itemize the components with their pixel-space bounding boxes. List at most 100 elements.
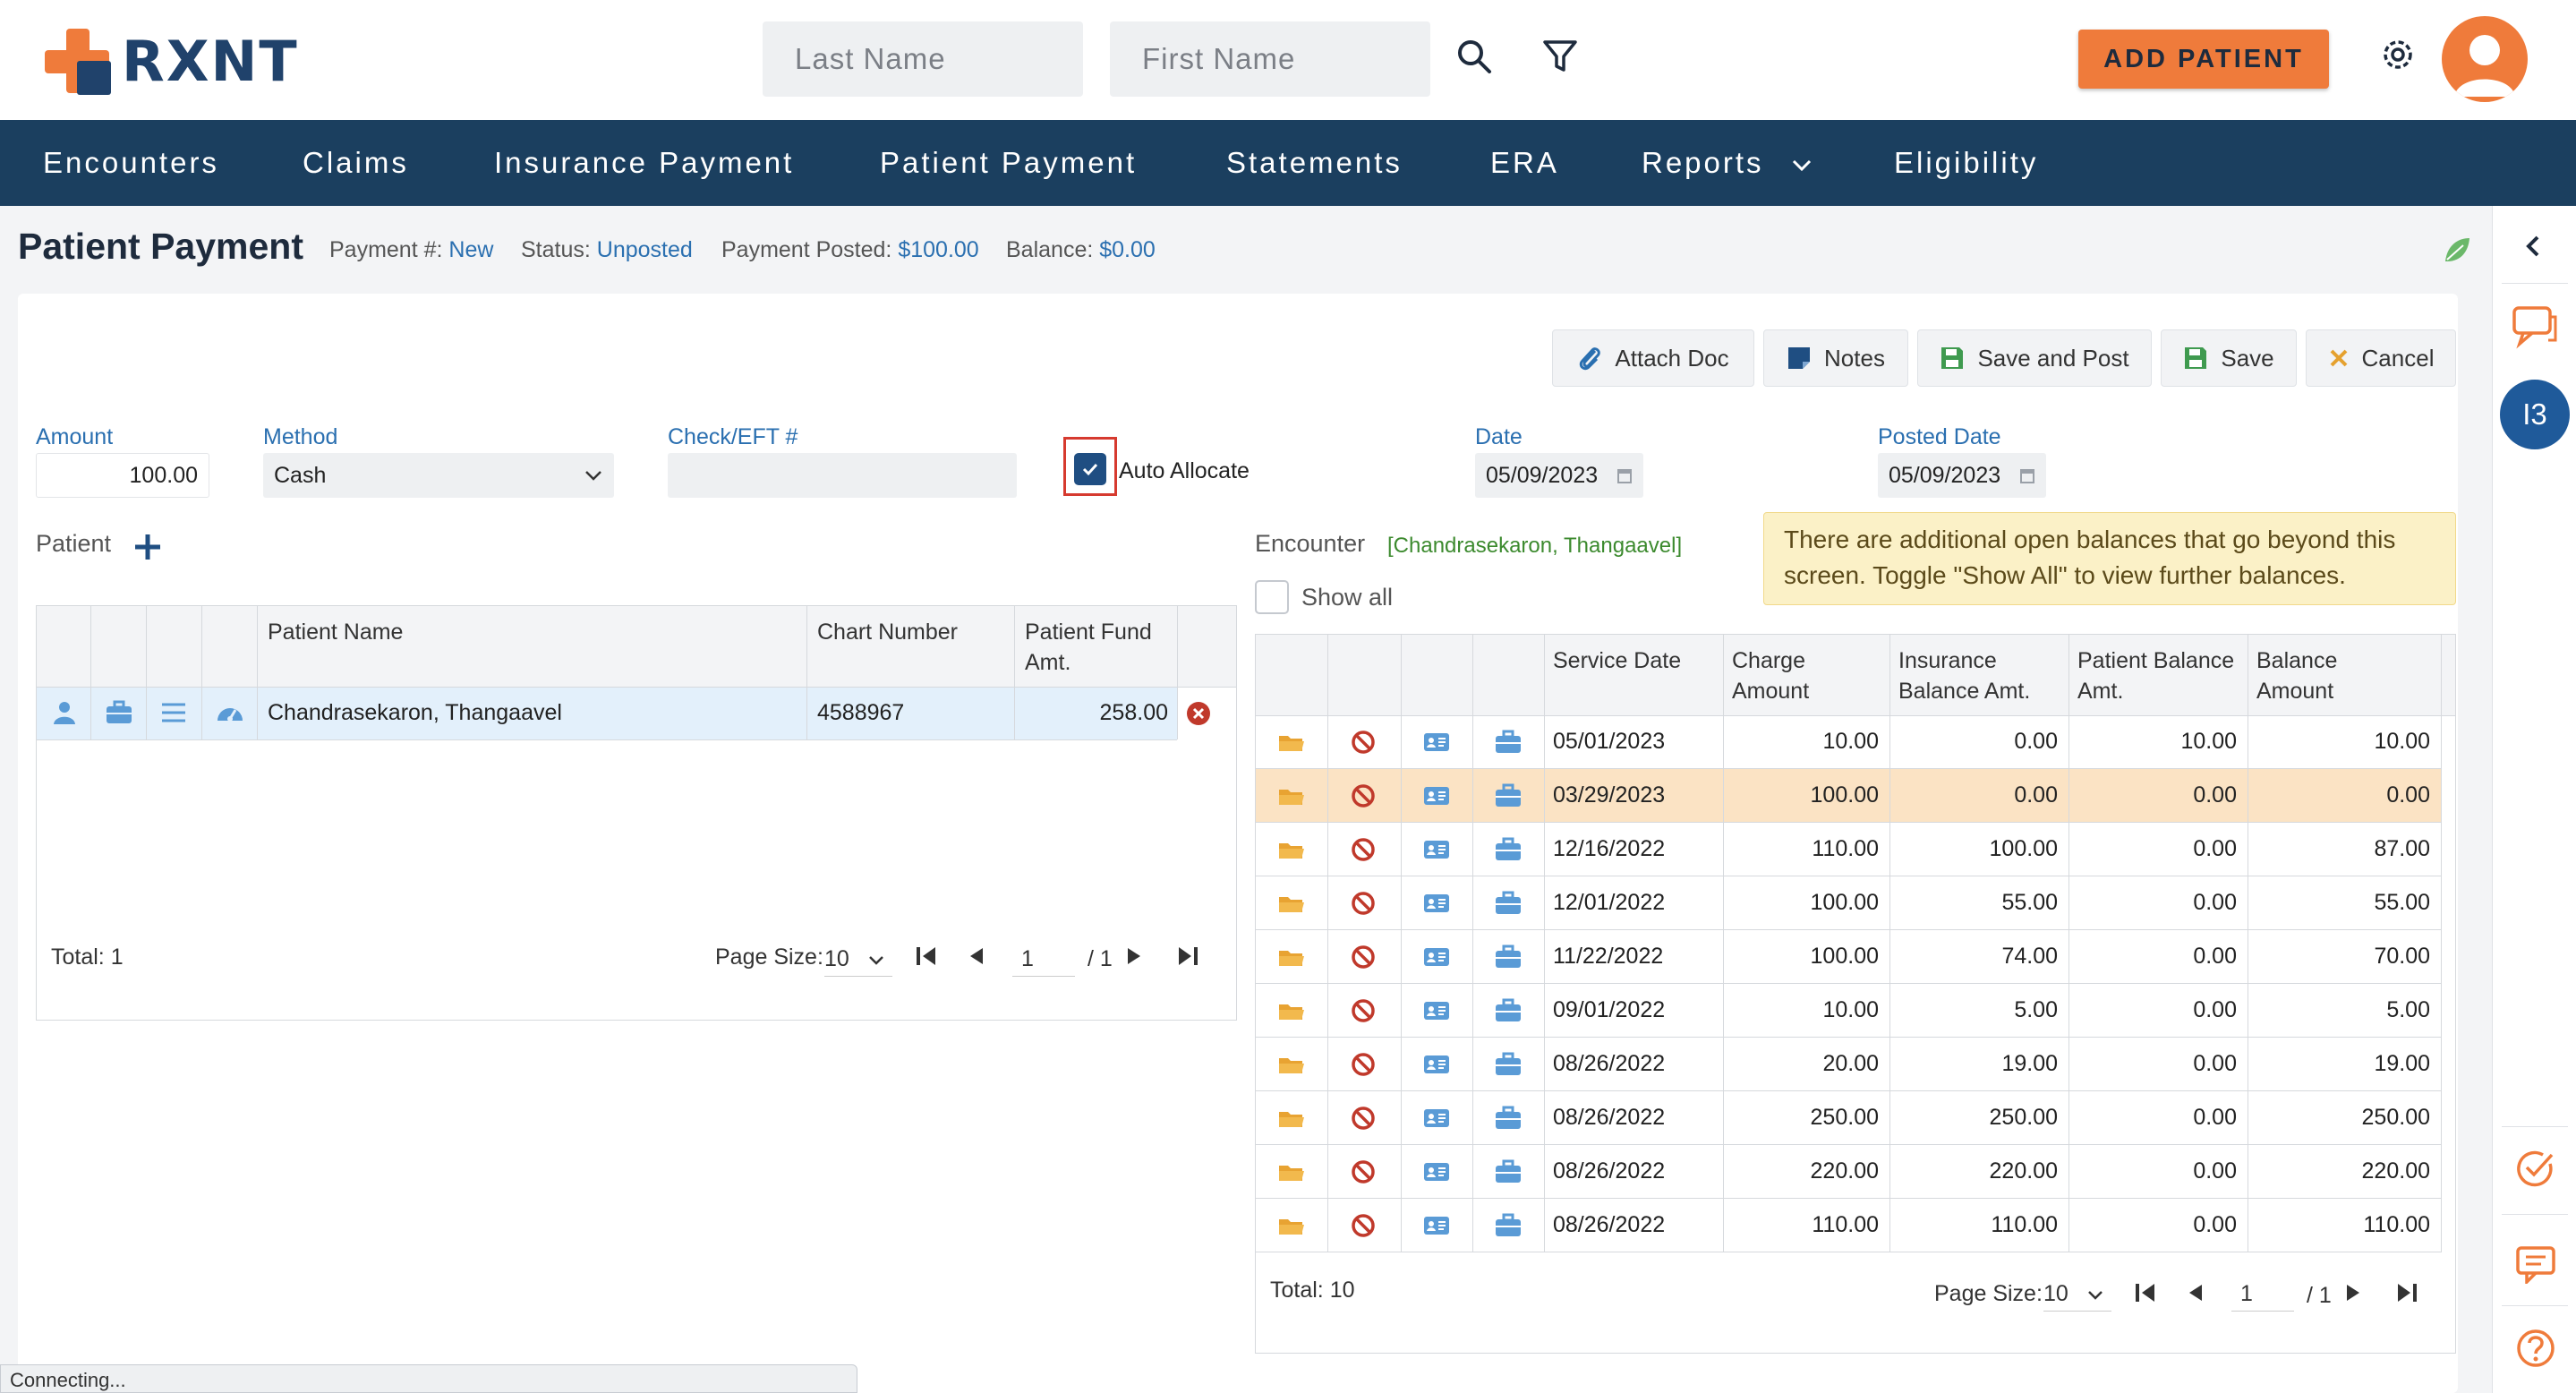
add-patient-plus-icon[interactable] (132, 532, 163, 562)
notes-button[interactable]: Notes (1763, 329, 1908, 387)
id-card-icon[interactable] (1422, 1212, 1451, 1239)
open-folder-icon[interactable] (1277, 890, 1306, 917)
encounter-row[interactable]: 03/29/2023 100.00 0.00 0.00 0.00 (1256, 769, 2441, 823)
briefcase-icon[interactable] (1494, 836, 1523, 863)
nav-claims[interactable]: Claims (303, 146, 409, 179)
encounter-row[interactable]: 12/01/2022 100.00 55.00 0.00 55.00 (1256, 876, 2441, 930)
next-page-icon[interactable] (1125, 946, 1143, 966)
void-ban-icon[interactable] (1350, 944, 1378, 970)
briefcase-icon[interactable] (1494, 782, 1523, 809)
open-folder-icon[interactable] (1277, 836, 1306, 863)
user-avatar[interactable] (2442, 16, 2528, 102)
open-folder-icon[interactable] (1277, 1212, 1306, 1239)
col-balance-amount[interactable]: Balance Amount (2256, 648, 2338, 704)
void-ban-icon[interactable] (1350, 890, 1378, 917)
patient-page-input[interactable]: 1 (1012, 939, 1075, 977)
col-chart-number[interactable]: Chart Number (817, 620, 958, 645)
help-icon[interactable] (2514, 1327, 2557, 1370)
col-service-date[interactable]: Service Date (1553, 648, 1682, 673)
nav-encounters[interactable]: Encounters (43, 146, 219, 179)
id-card-icon[interactable] (1422, 1105, 1451, 1132)
col-patient-fund-amt[interactable]: Patient Fund Amt. (1025, 620, 1152, 675)
id-card-icon[interactable] (1422, 782, 1451, 809)
col-patient-balance[interactable]: Patient Balance Amt. (2077, 648, 2235, 704)
date-input[interactable]: 05/09/2023 (1475, 453, 1643, 498)
open-folder-icon[interactable] (1277, 1105, 1306, 1132)
patient-name-cell[interactable]: Chandrasekaron, Thangaavel (268, 700, 562, 725)
void-ban-icon[interactable] (1350, 782, 1378, 809)
attach-doc-button[interactable]: Attach Doc (1552, 329, 1754, 387)
encounter-row[interactable]: 12/16/2022 110.00 100.00 0.00 87.00 (1256, 823, 2441, 876)
show-all-checkbox[interactable] (1255, 580, 1289, 614)
id-card-icon[interactable] (1422, 944, 1451, 970)
open-folder-icon[interactable] (1277, 997, 1306, 1024)
save-button[interactable]: Save (2161, 329, 2297, 387)
briefcase-icon[interactable] (1494, 1105, 1523, 1132)
col-patient-name[interactable]: Patient Name (268, 620, 404, 645)
nav-patient-payment[interactable]: Patient Payment (880, 146, 1138, 179)
amount-input[interactable]: 100.00 (36, 453, 209, 498)
check-eft-input[interactable] (668, 453, 1017, 498)
nav-insurance-payment[interactable]: Insurance Payment (494, 146, 795, 179)
last-page-icon[interactable] (1175, 944, 1200, 968)
briefcase-icon[interactable] (1494, 729, 1523, 756)
save-and-post-button[interactable]: Save and Post (1917, 329, 2152, 387)
last-page-icon[interactable] (2394, 1281, 2419, 1304)
briefcase-icon[interactable] (1494, 1158, 1523, 1185)
open-folder-icon[interactable] (1277, 1158, 1306, 1185)
chat-bubbles-icon[interactable] (2511, 304, 2559, 349)
remove-circle-icon[interactable] (1186, 701, 1211, 726)
open-folder-icon[interactable] (1277, 782, 1306, 809)
void-ban-icon[interactable] (1350, 729, 1378, 756)
briefcase-icon[interactable] (1494, 997, 1523, 1024)
search-icon[interactable] (1454, 36, 1495, 77)
open-folder-icon[interactable] (1277, 1051, 1306, 1078)
first-page-icon[interactable] (2133, 1281, 2158, 1304)
void-ban-icon[interactable] (1350, 836, 1378, 863)
filter-icon[interactable] (1540, 36, 1581, 77)
collapse-chevron-left-icon[interactable] (2521, 233, 2545, 260)
last-name-input[interactable] (763, 21, 1083, 97)
encounter-row[interactable]: 11/22/2022 100.00 74.00 0.00 70.00 (1256, 930, 2441, 984)
encounter-row[interactable]: 08/26/2022 110.00 110.00 0.00 110.00 (1256, 1199, 2441, 1252)
encounter-row[interactable]: 05/01/2023 10.00 0.00 10.00 10.00 (1256, 715, 2441, 769)
id-card-icon[interactable] (1422, 836, 1451, 863)
first-name-input[interactable] (1110, 21, 1430, 97)
settings-gear-icon[interactable] (2377, 34, 2418, 75)
id-card-icon[interactable] (1422, 997, 1451, 1024)
next-page-icon[interactable] (2344, 1283, 2362, 1303)
encounter-row[interactable]: 08/26/2022 20.00 19.00 0.00 19.00 (1256, 1038, 2441, 1091)
open-folder-icon[interactable] (1277, 729, 1306, 756)
encounter-row[interactable]: 08/26/2022 220.00 220.00 0.00 220.00 (1256, 1145, 2441, 1199)
briefcase-icon[interactable] (1494, 944, 1523, 970)
void-ban-icon[interactable] (1350, 1212, 1378, 1239)
void-ban-icon[interactable] (1350, 1158, 1378, 1185)
col-insurance-balance[interactable]: Insurance Balance Amt. (1898, 648, 2031, 704)
nav-statements[interactable]: Statements (1226, 146, 1403, 179)
auto-allocate-checkbox[interactable] (1074, 453, 1106, 485)
rail-badge[interactable]: I3 (2500, 380, 2570, 449)
id-card-icon[interactable] (1422, 729, 1451, 756)
posted-date-input[interactable]: 05/09/2023 (1878, 453, 2046, 498)
id-card-icon[interactable] (1422, 1051, 1451, 1078)
briefcase-icon[interactable] (1494, 1212, 1523, 1239)
col-charge-amount[interactable]: Charge Amount (1732, 648, 1810, 704)
prev-page-icon[interactable] (968, 946, 985, 966)
encounter-row[interactable]: 08/26/2022 250.00 250.00 0.00 250.00 (1256, 1091, 2441, 1145)
cancel-button[interactable]: Cancel (2306, 329, 2456, 387)
patient-person-icon[interactable] (51, 699, 78, 726)
rxnt-logo[interactable]: RXNT (43, 25, 299, 97)
first-page-icon[interactable] (914, 944, 939, 968)
encounter-page-input[interactable]: 1 (2231, 1274, 2294, 1312)
encounter-page-size-select[interactable]: 10 (2043, 1274, 2111, 1312)
briefcase-icon[interactable] (105, 699, 133, 726)
void-ban-icon[interactable] (1350, 1105, 1378, 1132)
id-card-icon[interactable] (1422, 1158, 1451, 1185)
method-select[interactable]: Cash (263, 453, 614, 498)
briefcase-icon[interactable] (1494, 1051, 1523, 1078)
patient-page-size-select[interactable]: 10 (824, 939, 892, 977)
id-card-icon[interactable] (1422, 890, 1451, 917)
void-ban-icon[interactable] (1350, 997, 1378, 1024)
add-patient-button[interactable]: ADD PATIENT (2078, 30, 2329, 89)
task-check-icon[interactable] (2514, 1148, 2557, 1191)
